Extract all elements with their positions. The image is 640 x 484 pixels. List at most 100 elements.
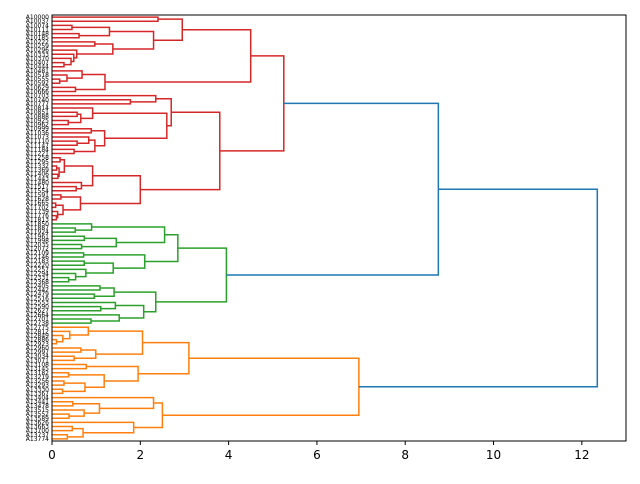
leaf-label: A12479 (26, 291, 49, 298)
leaf-label: A10185 (26, 35, 49, 42)
leaf-label: A11591 (26, 192, 49, 199)
leaf-label: A12331 (26, 275, 49, 282)
leaf-label: A12627 (26, 308, 49, 315)
leaf-label: A13182 (26, 370, 49, 377)
leaf-label: A10740 (26, 97, 49, 104)
dendrogram-link (52, 202, 57, 209)
leaf-label: A10259 (26, 43, 49, 50)
dendrogram-link (86, 365, 139, 382)
dendrogram-link (81, 237, 118, 248)
leaf-label: A13552 (26, 411, 49, 418)
leaf-label: A10851 (26, 109, 49, 116)
leaf-label: A12738 (26, 320, 49, 327)
dendrogram-link (60, 196, 82, 211)
dendrogram-link (52, 326, 90, 336)
leaf-label: A10370 (26, 55, 49, 62)
plot-frame (51, 14, 627, 442)
leaf-label: A11147 (26, 142, 49, 149)
leaf-label: A12257 (26, 266, 49, 273)
dendrogram-link (52, 127, 93, 134)
dendrogram-link (68, 374, 105, 388)
dendrogram-link (52, 380, 65, 386)
leaf-label: A12701 (26, 316, 49, 323)
dendrogram-link (162, 357, 360, 417)
dendrogram-link (59, 159, 66, 173)
leaf-label: A11887 (26, 225, 49, 232)
dendrogram-link (52, 57, 72, 66)
leaf-label: A13589 (26, 415, 49, 422)
leaf-label: A13700 (26, 428, 49, 435)
leaf-label: A12035 (26, 242, 49, 249)
dendrogram-link (67, 427, 84, 438)
dendrogram-link (52, 400, 74, 407)
dendrogram-link (52, 136, 90, 144)
dendrogram-link (55, 204, 64, 216)
leaf-label: A12960 (26, 345, 49, 352)
dendrogram-link (68, 113, 82, 124)
leaf-label: A13108 (26, 361, 49, 368)
dendrogram-link (52, 347, 82, 353)
dendrogram-link (52, 338, 58, 345)
leaf-label: A11258 (26, 155, 49, 162)
dendrogram-link (94, 287, 115, 297)
dendrogram-link (133, 402, 164, 429)
leaf-label: A13663 (26, 424, 49, 431)
leaf-label: A10444 (26, 64, 49, 71)
dendrogram-link (52, 434, 69, 440)
dendrogram-link (52, 214, 58, 221)
leaf-label: A11665 (26, 200, 49, 207)
leaf-label: A11517 (26, 184, 49, 191)
leaf-label: A11813 (26, 217, 49, 224)
x-tick-label: 12 (574, 448, 589, 462)
dendrogram-link (52, 227, 76, 233)
leaf-label: A11332 (26, 163, 49, 170)
dendrogram-link (52, 107, 94, 120)
leaf-label: A10999 (26, 126, 49, 133)
dendrogram-link (52, 194, 62, 200)
leaf-label: A12294 (26, 270, 49, 277)
dendrogram-link (52, 53, 75, 63)
dendrogram-link (52, 293, 96, 300)
dendrogram-link (52, 140, 78, 147)
dendrogram-link (153, 18, 184, 42)
dendrogram-link (226, 102, 440, 276)
leaf-label: A10777 (26, 101, 49, 108)
leaf-label: A12590 (26, 304, 49, 311)
leaf-label: A11221 (26, 151, 49, 158)
leaf-label: A12923 (26, 341, 49, 348)
leaf-label: A11702 (26, 204, 49, 211)
dendrogram-link (74, 349, 97, 360)
dendrogram-link (52, 148, 75, 155)
leaf-label: A12516 (26, 295, 49, 302)
x-axis: 0 2 4 6 8 10 12 (48, 441, 589, 462)
dendrogram-link (52, 86, 77, 93)
leaf-label: A10148 (26, 31, 49, 38)
dendrogram-link (52, 235, 86, 242)
leaf-label: A13774 (26, 436, 49, 443)
leaf-label: A11036 (26, 130, 49, 137)
leaf-label: A10407 (26, 60, 49, 67)
dendrogram-link (52, 94, 157, 103)
dendrogram-link (52, 252, 85, 258)
leaf-label: A11406 (26, 171, 49, 178)
dendrogram-link (140, 111, 221, 191)
dendrogram-link (114, 291, 157, 313)
dendrogram-link (84, 262, 114, 274)
leaf-label: A13219 (26, 374, 49, 381)
leaf-label: A12220 (26, 262, 49, 269)
dendrogram-link (52, 24, 73, 31)
leaf-labels: A10000A10037A10074A10111A10148A10185A102… (26, 14, 49, 443)
leaf-label: A12997 (26, 349, 49, 356)
dendrogram-link (104, 28, 252, 83)
dendrogram-link (52, 330, 71, 340)
dendrogram-link (52, 181, 83, 190)
dendrogram-link (52, 276, 70, 283)
leaf-label: A11443 (26, 175, 49, 182)
dendrogram-link (52, 223, 93, 231)
leaf-label: A11850 (26, 221, 49, 228)
leaf-label: A10333 (26, 51, 49, 58)
dendrogram-link (91, 226, 166, 244)
dendrogram-link (52, 185, 77, 192)
leaf-label: A12405 (26, 283, 49, 290)
dendrogram-link (62, 382, 86, 393)
